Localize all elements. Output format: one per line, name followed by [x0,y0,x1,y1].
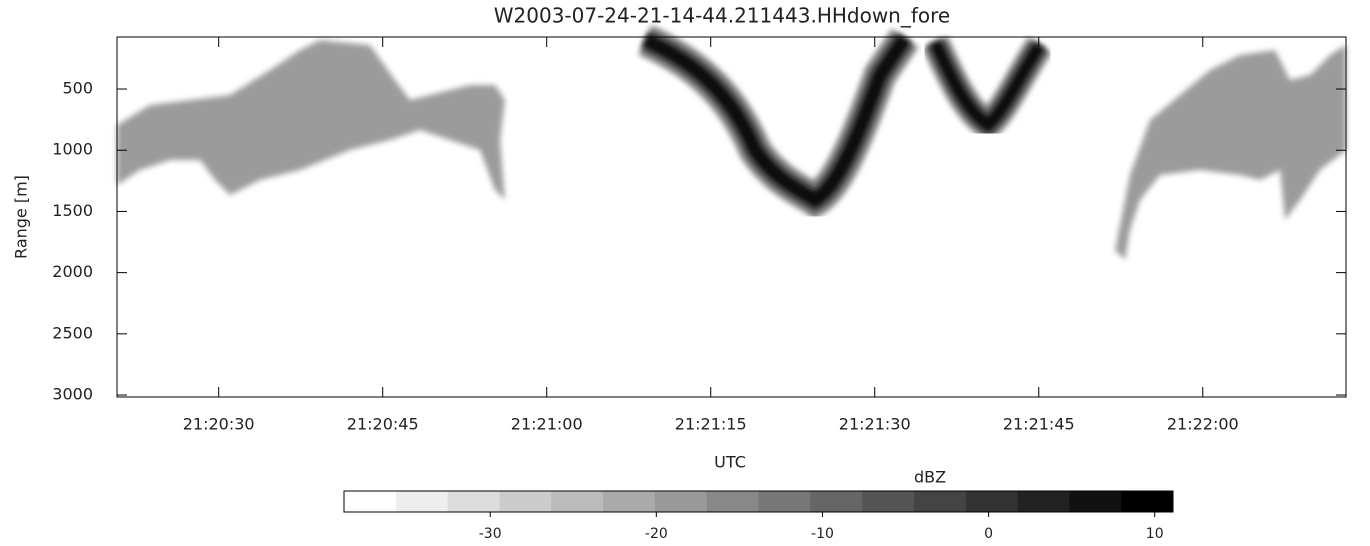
x-tick-label: 21:20:45 [347,415,419,434]
colorbar-swatch [758,491,811,512]
colorbar-swatch [706,491,759,512]
echo-field [117,25,1346,260]
colorbar-tick-label: -30 [479,526,502,542]
colorbar-tick-label: 10 [1146,526,1164,542]
y-tick-label: 2000 [52,262,93,281]
x-tick-label: 21:21:15 [675,415,747,434]
y-axis-label: Range [m] [12,175,31,259]
colorbar-swatch [913,491,967,512]
colorbar-tick-label: -20 [645,526,668,542]
x-tick-label: 21:21:00 [511,415,583,434]
colorbar-swatch [1069,491,1122,512]
colorbar-swatch [965,491,1019,512]
colorbar-tick-label: 0 [984,526,993,542]
echo-band [928,39,1046,134]
y-tick-label: 1500 [52,201,93,220]
chart-title: W2003-07-24-21-14-44.211443.HHdown_fore [494,4,950,28]
colorbar-swatch [862,491,915,512]
echo-region [1115,45,1346,260]
x-tick-label: 21:21:30 [839,415,911,434]
x-tick-label: 21:20:30 [183,415,255,434]
colorbar-swatch [1017,491,1070,512]
colorbar-swatch [344,491,397,512]
colorbar-swatch [810,491,863,512]
colorbar-swatch [447,491,500,512]
colorbar-swatch [1121,491,1174,512]
x-tick-label: 21:22:00 [1167,415,1239,434]
echo-band [641,32,912,210]
y-tick-label: 500 [62,79,93,98]
colorbar-label: dBZ [914,468,946,487]
echo-region [117,40,505,200]
colorbar-swatch [499,491,552,512]
y-tick-label: 2500 [52,323,93,342]
plot-frame [116,36,1347,398]
y-tick-label: 1000 [52,140,93,159]
colorbar-swatch [603,491,656,512]
colorbar-swatch [654,491,708,512]
colorbar-swatch [551,491,604,512]
colorbar-swatch [395,491,449,512]
colorbar-frame [343,490,1174,513]
x-axis-label: UTC [714,453,746,472]
y-tick-label: 3000 [52,385,93,404]
colorbar-tick-label: -10 [811,526,834,542]
x-tick-label: 21:21:45 [1003,415,1075,434]
